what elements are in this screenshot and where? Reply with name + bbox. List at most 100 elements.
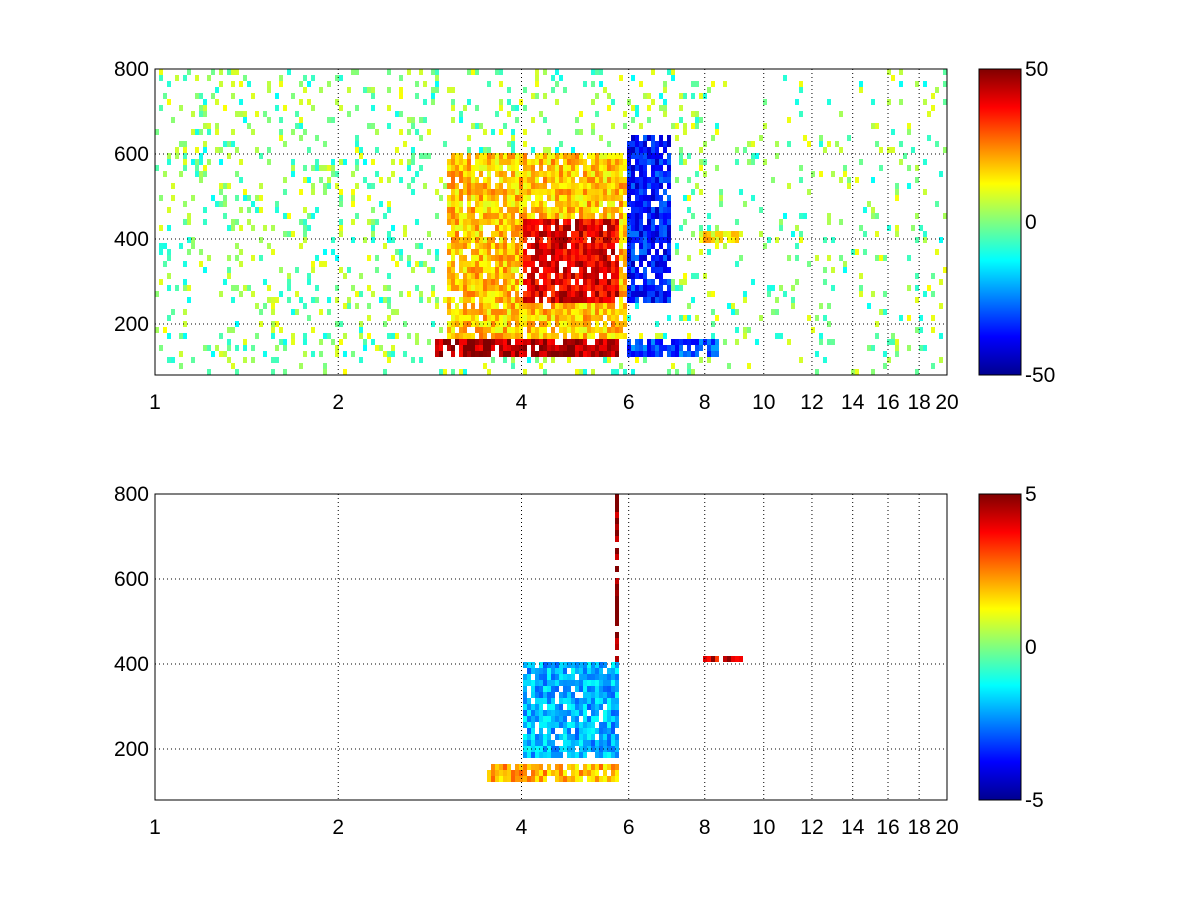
heatmap-cell [571, 231, 575, 237]
heatmap-cell [503, 351, 507, 357]
heatmap-cell [475, 225, 479, 231]
heatmap-cell [707, 87, 711, 93]
heatmap-cell [843, 171, 847, 177]
heatmap-cell [555, 770, 559, 776]
heatmap-cell [583, 201, 587, 207]
heatmap-cell [435, 255, 439, 261]
heatmap-cell [479, 159, 483, 165]
heatmap-cell [263, 279, 267, 285]
heatmap-cell [603, 740, 607, 746]
heatmap-cell [259, 183, 263, 189]
heatmap-cell [487, 770, 491, 776]
heatmap-cell [775, 309, 779, 315]
heatmap-cell [239, 111, 243, 117]
heatmap-cell [559, 710, 563, 716]
heatmap-cell [279, 129, 283, 135]
heatmap-cell [923, 81, 927, 87]
heatmap-cell [491, 333, 495, 339]
heatmap-cell [371, 183, 375, 189]
heatmap-cell [519, 237, 523, 243]
heatmap-cell [699, 93, 703, 99]
heatmap-cell [291, 339, 295, 345]
heatmap-cell [515, 770, 519, 776]
y-tick-label: 800 [114, 483, 149, 506]
heatmap-cell [479, 153, 483, 159]
heatmap-cell [531, 213, 535, 219]
heatmap-cell [671, 279, 675, 285]
heatmap-cell [535, 189, 539, 195]
heatmap-cell [595, 291, 599, 297]
heatmap-cell [687, 345, 691, 351]
heatmap-cell [627, 273, 631, 279]
heatmap-cell [471, 279, 475, 285]
heatmap-cell [631, 243, 635, 249]
heatmap-cell [543, 225, 547, 231]
heatmap-cell [615, 638, 619, 644]
heatmap-cell [531, 752, 535, 758]
heatmap-cell [511, 345, 515, 351]
heatmap-cell [531, 327, 535, 333]
heatmap-cell [543, 207, 547, 213]
heatmap-cell [615, 692, 619, 698]
heatmap-cell [423, 183, 427, 189]
heatmap-cell [615, 752, 619, 758]
heatmap-cell [603, 728, 607, 734]
heatmap-cell [639, 261, 643, 267]
heatmap-cell [827, 303, 831, 309]
heatmap-cell [491, 165, 495, 171]
heatmap-cell [459, 333, 463, 339]
heatmap-cell [571, 321, 575, 327]
heatmap-cell [527, 303, 531, 309]
heatmap-cell [571, 315, 575, 321]
heatmap-cell [615, 548, 619, 554]
heatmap-cell [583, 243, 587, 249]
heatmap-cell [639, 183, 643, 189]
heatmap-cell [483, 345, 487, 351]
heatmap-cell [891, 339, 895, 345]
heatmap-cell [467, 171, 471, 177]
heatmap-cell [563, 297, 567, 303]
heatmap-cell [459, 267, 463, 273]
heatmap-cell [559, 237, 563, 243]
heatmap-cell [607, 183, 611, 189]
heatmap-cell [583, 351, 587, 357]
heatmap-cell [919, 225, 923, 231]
heatmap-cell [483, 291, 487, 297]
heatmap-cell [579, 321, 583, 327]
heatmap-cell [507, 297, 511, 303]
heatmap-cell [315, 135, 319, 141]
heatmap-cell [599, 135, 603, 141]
heatmap-cell [459, 369, 463, 375]
heatmap-cell [655, 171, 659, 177]
heatmap-cell [271, 327, 275, 333]
heatmap-cell [591, 273, 595, 279]
heatmap-cell [563, 231, 567, 237]
heatmap-cell [639, 333, 643, 339]
heatmap-cell [591, 722, 595, 728]
heatmap-cell [595, 351, 599, 357]
heatmap-cell [839, 255, 843, 261]
heatmap-cell [847, 135, 851, 141]
heatmap-cell [571, 698, 575, 704]
heatmap-cell [367, 123, 371, 129]
heatmap-cell [547, 231, 551, 237]
heatmap-cell [919, 315, 923, 321]
heatmap-cell [471, 285, 475, 291]
heatmap-cell [651, 99, 655, 105]
heatmap-cell [607, 105, 611, 111]
heatmap-cell [371, 339, 375, 345]
heatmap-cell [515, 249, 519, 255]
heatmap-cell [683, 159, 687, 165]
heatmap-cell [643, 183, 647, 189]
heatmap-cell [935, 249, 939, 255]
heatmap-cell [251, 345, 255, 351]
heatmap-cell [523, 740, 527, 746]
heatmap-cell [271, 303, 275, 309]
heatmap-cell [555, 165, 559, 171]
heatmap-cell [575, 291, 579, 297]
heatmap-cell [691, 297, 695, 303]
heatmap-cell [467, 243, 471, 249]
heatmap-cell [659, 159, 663, 165]
heatmap-cell [587, 279, 591, 285]
heatmap-cell [535, 668, 539, 674]
